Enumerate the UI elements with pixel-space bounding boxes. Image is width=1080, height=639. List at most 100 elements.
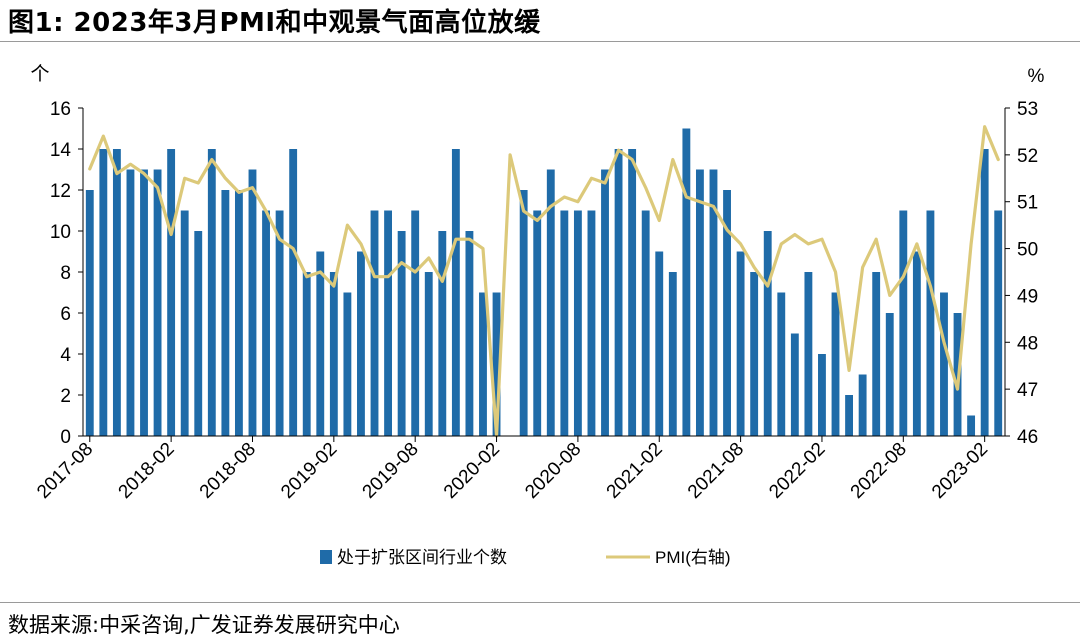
x-tick-label: 2018-02	[115, 439, 179, 503]
bar-2020-02	[492, 292, 501, 436]
bar-2020-04	[519, 190, 528, 436]
bar-2023-02	[980, 149, 989, 436]
bar-2017-10	[112, 149, 121, 436]
bar-2023-03	[994, 210, 1003, 436]
x-tick-label: 2022-02	[765, 439, 829, 503]
bar-2018-10	[275, 210, 284, 436]
x-tick-label: 2020-02	[440, 439, 504, 503]
bar-2021-10	[763, 231, 772, 436]
line-series	[88, 125, 1000, 438]
left-axis-unit: 个	[30, 63, 49, 85]
bar-2022-02	[818, 354, 826, 436]
right-tick-label: 52	[1017, 146, 1038, 167]
bar-2019-04	[357, 251, 365, 436]
bar-2017-12	[140, 169, 148, 436]
x-tick-label: 2018-08	[196, 439, 260, 503]
right-tick-label: 48	[1017, 333, 1038, 354]
right-tick-label: 47	[1017, 380, 1038, 401]
title-divider	[0, 41, 1080, 42]
bar-2022-06	[872, 272, 881, 436]
bar-2019-10	[438, 231, 447, 436]
right-tick-label: 49	[1017, 286, 1038, 307]
pmi-line	[88, 125, 1000, 438]
x-tick-label: 2019-02	[277, 439, 341, 503]
bar-2020-11	[614, 149, 623, 436]
bar-2022-04	[845, 395, 853, 436]
bar-2022-03	[831, 292, 840, 436]
bar-2020-08	[573, 210, 582, 436]
x-axis-ticks: 2017-08 2018-02 2018-08 2019-02 2019-08 2020-…	[33, 436, 992, 503]
legend-bar-label: 处于扩张区间行业个数	[337, 548, 507, 567]
bar-2021-09	[750, 272, 759, 436]
bar-2017-09	[99, 149, 108, 436]
bar-2021-12	[790, 333, 799, 436]
legend-bar-swatch	[320, 550, 332, 564]
bar-2017-08	[85, 190, 94, 436]
bar-2019-07	[397, 231, 406, 436]
right-axis-ticks: 46 47 48 49 50 51 52 53	[1005, 99, 1038, 448]
source-divider	[0, 602, 1080, 603]
left-tick-label: 2	[60, 386, 71, 407]
figure-title: 图1: 2023年3月PMI和中观景气面高位放缓	[8, 8, 541, 38]
bar-2022-08	[899, 210, 908, 436]
left-axis-ticks: 0 2 4 6 8 10 12 14 16	[50, 99, 83, 448]
bar-2021-07	[723, 190, 731, 436]
bar-2018-08	[248, 169, 257, 436]
x-tick-label: 2017-08	[33, 439, 97, 503]
x-tick-label: 2020-08	[521, 439, 585, 503]
bar-2019-02	[329, 272, 338, 436]
bar-2019-12	[465, 231, 474, 436]
bar-2019-09	[424, 272, 433, 436]
bar-2020-06	[546, 169, 555, 436]
bar-2018-01	[153, 169, 162, 436]
bar-2020-12	[628, 149, 637, 436]
axes	[82, 108, 1006, 437]
bar-2021-04	[682, 128, 691, 436]
bar-2019-03	[343, 292, 352, 436]
right-tick-label: 51	[1017, 193, 1038, 214]
left-tick-label: 0	[60, 427, 71, 448]
x-tick-label: 2021-08	[684, 439, 748, 503]
bar-2021-02	[655, 251, 664, 436]
bar-2021-03	[668, 272, 677, 436]
bar-2018-05	[207, 149, 216, 436]
left-tick-label: 6	[60, 304, 71, 325]
bar-2022-05	[858, 374, 867, 436]
bar-2022-01	[804, 272, 813, 436]
x-tick-label: 2021-02	[603, 439, 667, 503]
bar-2018-06	[221, 190, 230, 436]
bar-2021-08	[736, 251, 745, 436]
x-tick-label: 2023-02	[928, 439, 992, 503]
bar-2019-01	[316, 251, 325, 436]
bar-2021-06	[709, 169, 718, 436]
legend-line-label: PMI(右轴)	[655, 548, 731, 567]
bar-2022-10	[926, 210, 935, 436]
bar-2019-06	[384, 210, 392, 436]
bar-2020-07	[560, 210, 569, 436]
bar-2021-01	[641, 210, 650, 436]
left-tick-label: 10	[50, 222, 71, 243]
x-tick-label: 2022-08	[847, 439, 911, 503]
bar-2020-10	[601, 169, 609, 436]
bar-2019-08	[411, 210, 420, 436]
left-tick-label: 4	[60, 345, 71, 366]
left-tick-label: 16	[50, 99, 71, 120]
bar-2018-11	[289, 149, 298, 436]
bar-2018-09	[262, 210, 270, 436]
bar-2018-04	[194, 231, 203, 436]
left-tick-label: 8	[60, 263, 71, 284]
bar-2018-07	[234, 190, 243, 436]
bar-2020-09	[587, 210, 596, 436]
bar-2019-11	[451, 149, 460, 436]
left-tick-label: 12	[50, 181, 71, 202]
bar-2020-01	[479, 292, 487, 436]
bar-2018-03	[180, 210, 189, 436]
right-tick-label: 53	[1017, 99, 1038, 120]
legend: 处于扩张区间行业个数 PMI(右轴)	[320, 548, 731, 567]
bar-2023-01	[967, 415, 976, 436]
x-tick-label: 2019-08	[359, 439, 423, 503]
bar-2018-12	[302, 272, 311, 436]
bar-2017-11	[126, 169, 135, 436]
source-note: 数据来源:中采咨询,广发证券发展研究中心	[8, 613, 400, 637]
